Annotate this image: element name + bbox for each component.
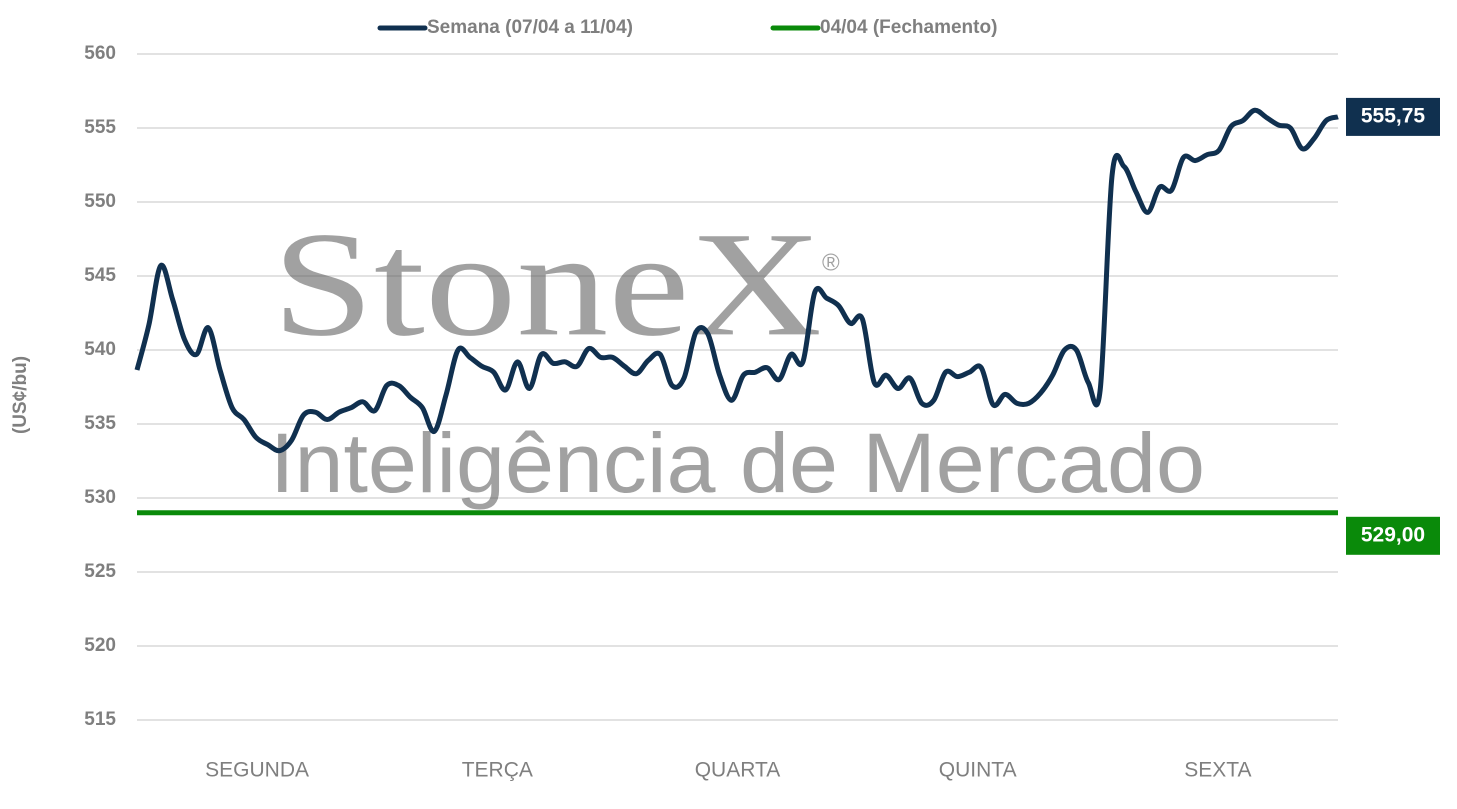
y-tick-label: 535 [84, 413, 116, 434]
legend-label: Semana (07/04 a 11/04) [427, 17, 633, 38]
legend-label: 04/04 (Fechamento) [820, 17, 997, 38]
y-tick-label: 540 [84, 339, 116, 360]
y-tick-label: 550 [84, 191, 116, 212]
y-axis-label: (US¢/bu) [10, 356, 31, 434]
watermark-brand: StoneX [272, 201, 822, 367]
reference-label: 529,00 [1361, 523, 1425, 546]
y-tick-label: 520 [84, 635, 116, 656]
y-tick-label: 530 [84, 487, 116, 508]
x-tick-label: SEGUNDA [205, 759, 309, 782]
reference-label-box [1346, 516, 1440, 555]
x-tick-label: SEXTA [1184, 759, 1251, 782]
end-label-box [1346, 97, 1440, 136]
end-label: 555,75 [1361, 104, 1426, 127]
watermark: StoneX ® Inteligência de Mercado [270, 201, 1205, 510]
x-tick-label: QUINTA [939, 759, 1017, 782]
watermark-tagline: Inteligência de Mercado [270, 416, 1205, 510]
y-tick-label: 555 [84, 117, 116, 138]
y-tick-label: 545 [84, 265, 116, 286]
watermark-mark: ® [822, 249, 840, 276]
line-series [134, 107, 1339, 454]
y-tick-label: 525 [84, 561, 116, 582]
x-tick-label: QUARTA [695, 759, 781, 782]
y-tick-label: 515 [84, 709, 116, 730]
x-tick-label: TERÇA [462, 759, 533, 782]
y-tick-label: 560 [84, 43, 116, 64]
